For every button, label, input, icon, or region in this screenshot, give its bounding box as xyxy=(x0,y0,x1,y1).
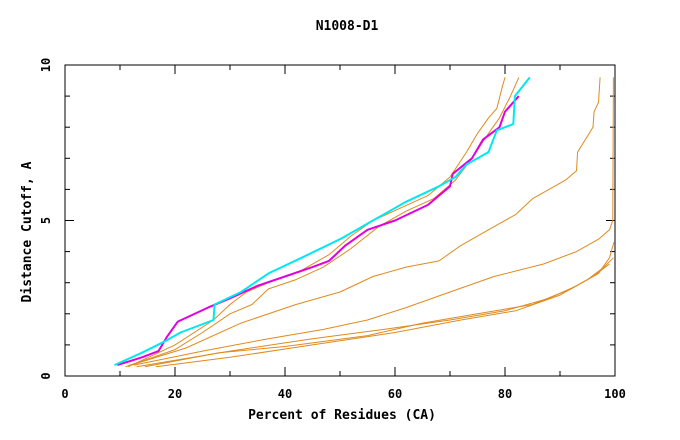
series-line-model-cyan xyxy=(114,76,531,367)
series-layer xyxy=(114,76,615,368)
x-tick-label: 40 xyxy=(278,387,292,401)
y-tick-label: 0 xyxy=(39,372,53,379)
y-tick-label: 5 xyxy=(39,217,53,224)
x-tick-label: 80 xyxy=(498,387,512,401)
axis-tick-labels: 0 20 40 60 80 100 0 5 10 xyxy=(39,58,626,401)
x-tick-label: 100 xyxy=(604,387,626,401)
y-axis-label: Distance Cutoff, A xyxy=(20,161,35,302)
chart-title: N1008-D1 xyxy=(316,19,379,34)
series-line-model-orange-7 xyxy=(144,263,610,368)
axis-ticks xyxy=(64,64,616,377)
series-line-model-orange-4 xyxy=(133,77,614,366)
series-line-model-orange-2 xyxy=(125,77,520,368)
x-tick-label: 60 xyxy=(388,387,402,401)
series-line-model-magenta xyxy=(116,95,520,367)
y-tick-label: 10 xyxy=(39,58,53,72)
x-axis-label: Percent of Residues (CA) xyxy=(248,408,436,423)
x-tick-label: 0 xyxy=(61,387,68,401)
x-tick-label: 20 xyxy=(168,387,182,401)
series-line-model-orange-3 xyxy=(130,77,601,366)
series-line-model-orange-6 xyxy=(155,257,614,368)
